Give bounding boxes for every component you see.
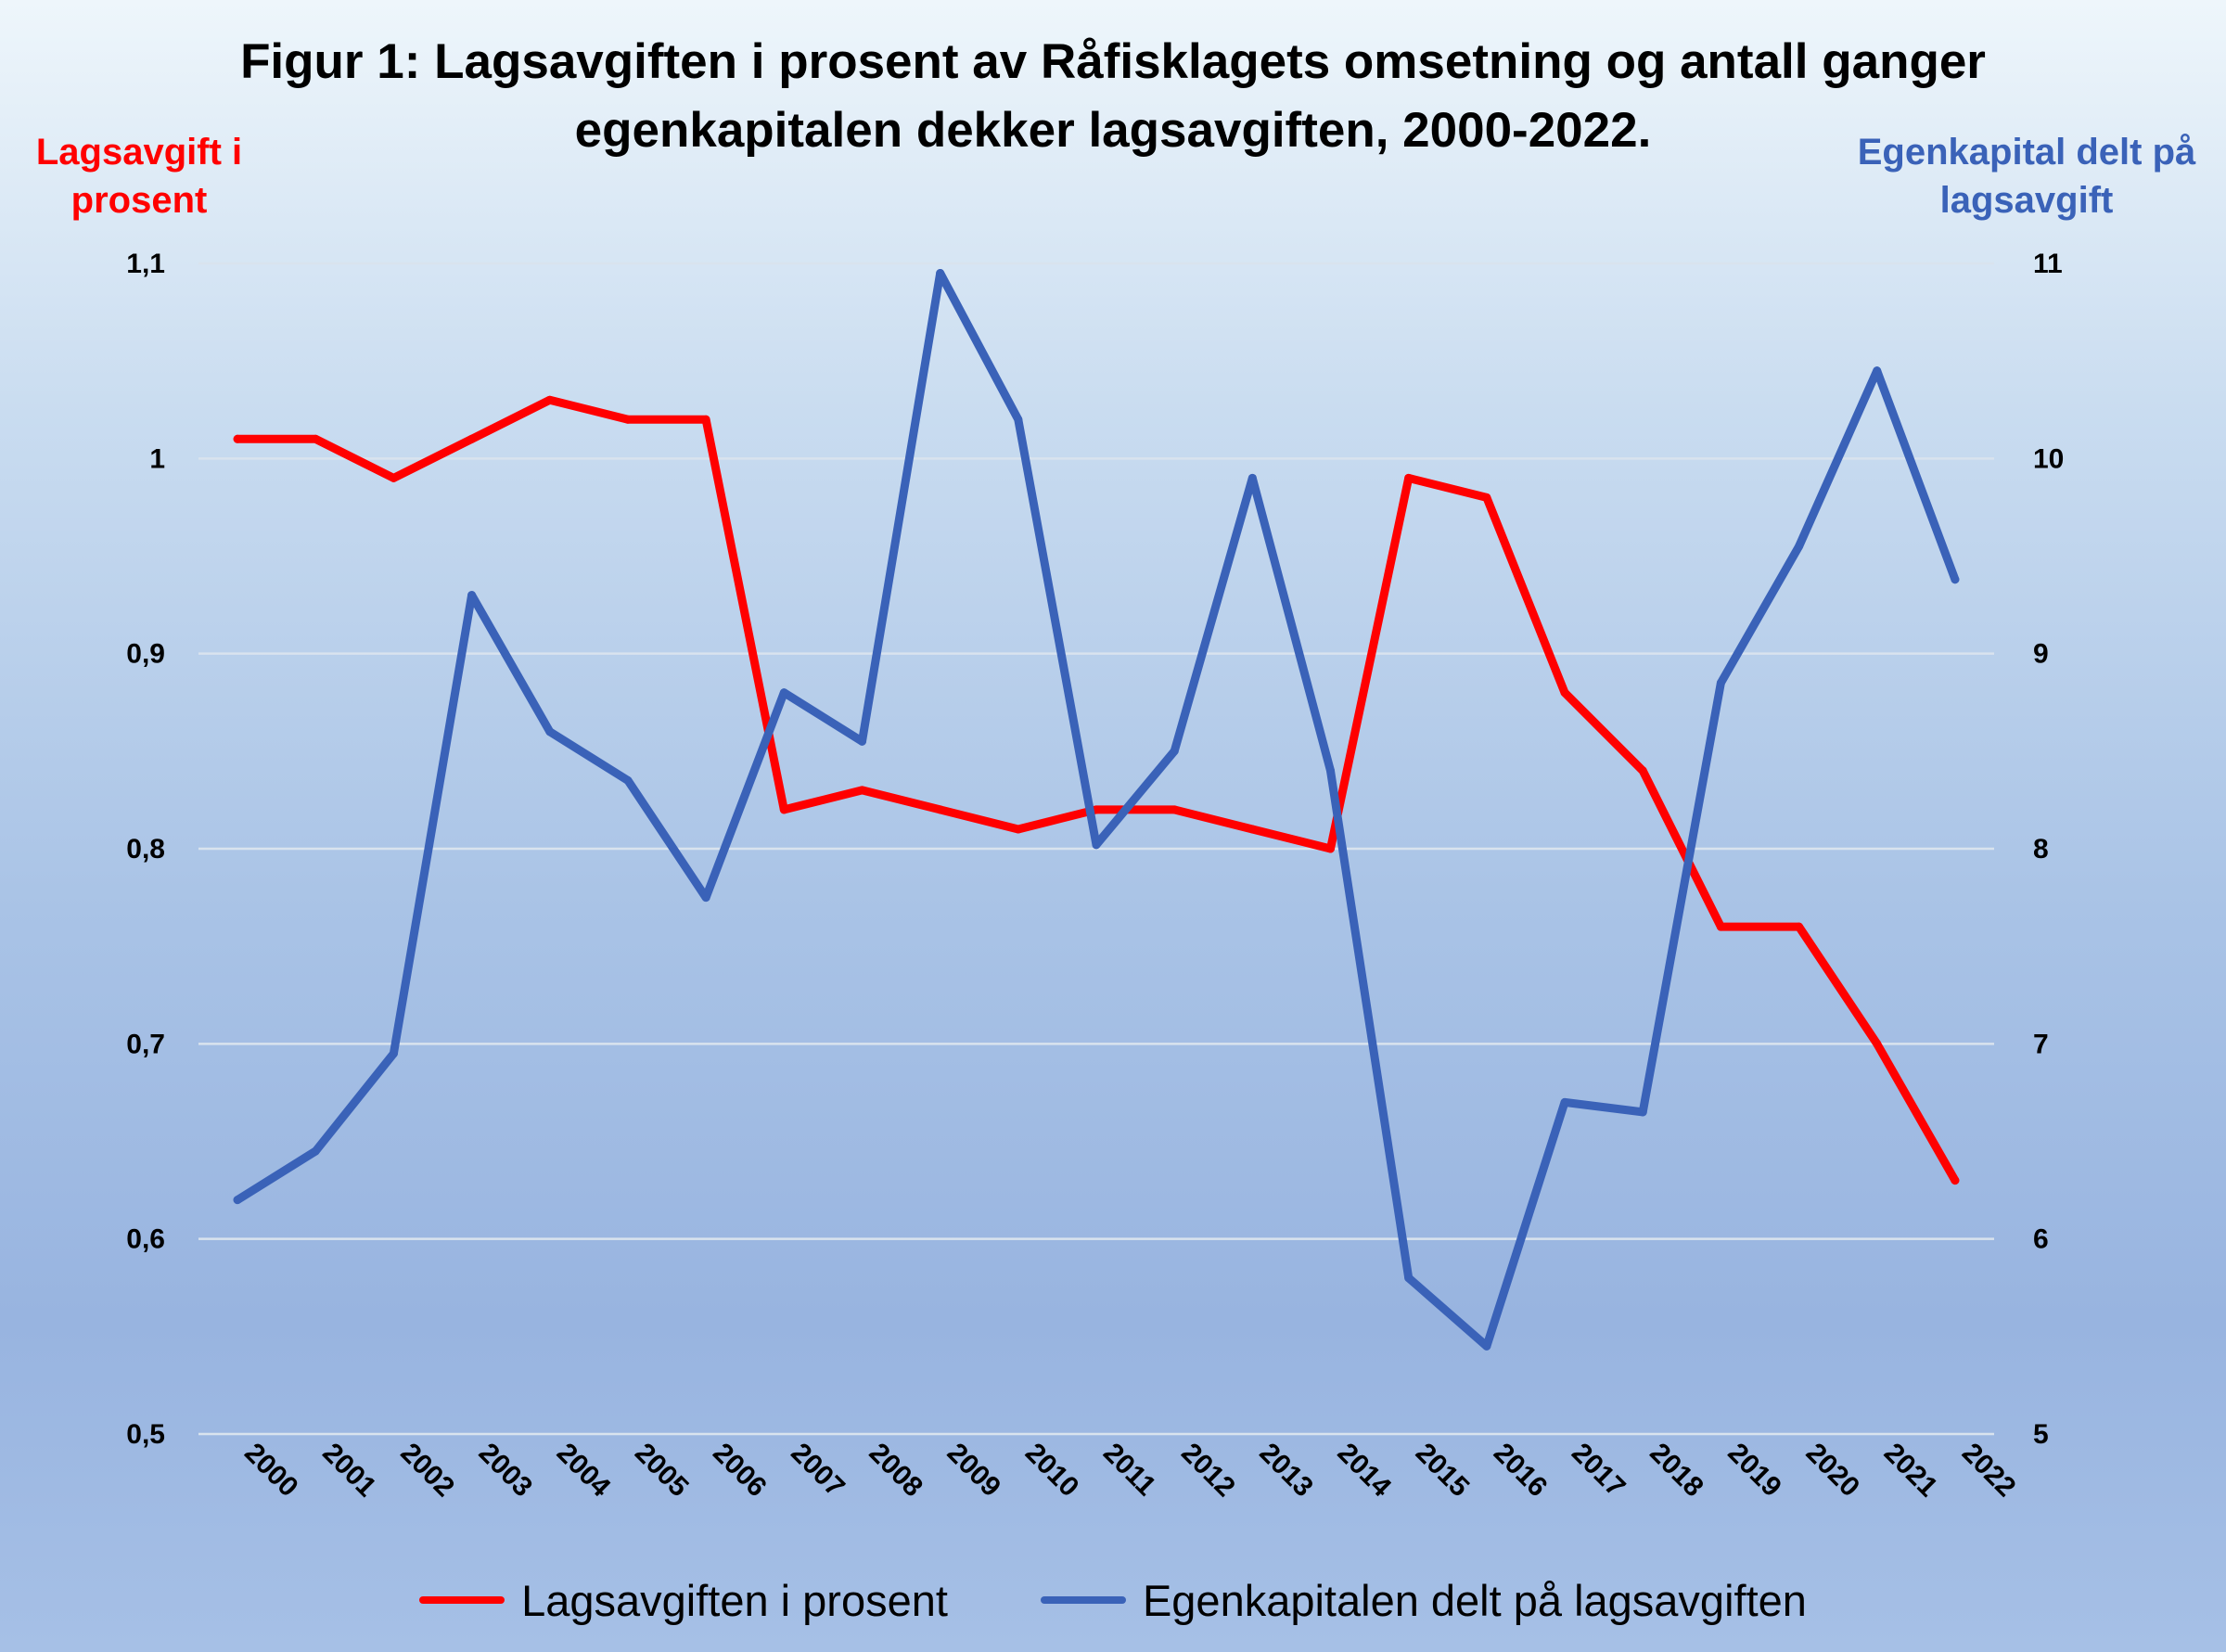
data-point (1014, 415, 1023, 424)
left-tick-label: 1,1 (126, 249, 165, 279)
right-tick-label: 7 (2033, 1029, 2049, 1059)
x-tick-label: 2001 (316, 1438, 382, 1504)
left-axis-title: Lagsavgift i prosent (35, 132, 243, 221)
right-axis-title: Egenkapital delt på lagsavgift (1857, 132, 2196, 221)
data-point (1638, 766, 1647, 775)
left-tick-label: 0,5 (126, 1419, 165, 1450)
data-point (1482, 493, 1491, 502)
data-point (1014, 825, 1023, 834)
data-point (1404, 473, 1414, 482)
data-point (701, 415, 710, 424)
chart-title: Figur 1: Lagsavgiften i prosent av Råfis… (240, 34, 1986, 158)
right-tick-label: 5 (2033, 1419, 2049, 1450)
data-point (1951, 1176, 1960, 1185)
left-tick-label: 0,6 (126, 1224, 165, 1255)
right-axis-ticks: 5 6 7 8 9 10 11 (2033, 249, 2064, 1450)
right-tick-label: 9 (2033, 639, 2049, 670)
left-axis-ticks: 0,5 0,6 0,7 0,8 0,9 1 1,1 (126, 249, 165, 1450)
data-point (1795, 922, 1804, 931)
left-tick-label: 0,7 (126, 1029, 165, 1059)
legend-item-series-0: Lagsavgiften i prosent (419, 1575, 948, 1626)
x-tick-label: 2004 (551, 1438, 617, 1504)
x-tick-label: 2022 (1956, 1438, 2022, 1504)
data-point (233, 1196, 242, 1205)
right-tick-label: 10 (2033, 443, 2064, 474)
x-tick-label: 2016 (1488, 1438, 1554, 1504)
data-point (623, 415, 633, 424)
x-tick-label: 2008 (864, 1438, 929, 1504)
x-tick-label: 2014 (1332, 1438, 1398, 1504)
right-tick-label: 11 (2033, 249, 2063, 279)
data-point (545, 395, 555, 404)
x-axis-ticks: 2000 2001 2002 2003 2004 2005 2006 2007 2008 2009… (238, 1438, 2021, 1504)
data-point (1247, 473, 1257, 482)
x-tick-label: 2005 (629, 1438, 695, 1504)
data-point (467, 591, 477, 600)
data-point (857, 786, 866, 795)
legend: Lagsavgiften i prosent Egenkapitalen del… (0, 1568, 2226, 1633)
legend-swatch-red (419, 1596, 505, 1604)
legend-label-series-0: Lagsavgiften i prosent (521, 1575, 948, 1625)
x-tick-label: 2012 (1175, 1438, 1241, 1504)
left-tick-label: 0,8 (126, 834, 165, 864)
data-point (1482, 1341, 1491, 1351)
data-point (1873, 366, 1882, 376)
data-point (936, 269, 945, 278)
data-point (1404, 1274, 1414, 1283)
data-point (1560, 688, 1569, 698)
data-point (389, 473, 398, 482)
data-point (779, 688, 788, 698)
x-tick-label: 2006 (707, 1438, 773, 1504)
data-point (779, 805, 788, 814)
x-tick-label: 2018 (1644, 1438, 1709, 1504)
data-point (1951, 575, 1960, 584)
x-tick-label: 2007 (785, 1438, 851, 1504)
data-point (857, 736, 866, 746)
data-point (1716, 678, 1725, 687)
x-tick-label: 2003 (473, 1438, 539, 1504)
data-point (1638, 1108, 1647, 1117)
data-point (1326, 766, 1336, 775)
data-point (545, 727, 555, 736)
legend-item-series-1: Egenkapitalen delt på lagsavgiften (1040, 1575, 1807, 1626)
data-point (1170, 747, 1179, 756)
x-tick-label: 2013 (1253, 1438, 1319, 1504)
data-point (389, 1049, 398, 1058)
data-point (1873, 1039, 1882, 1048)
x-tick-label: 2009 (941, 1438, 1007, 1504)
x-tick-label: 2015 (1410, 1438, 1476, 1504)
data-point (1560, 1097, 1569, 1107)
left-tick-label: 1 (149, 443, 165, 474)
data-point (467, 434, 477, 443)
data-point (701, 893, 710, 903)
right-tick-label: 8 (2033, 834, 2049, 864)
data-point (233, 434, 242, 443)
x-tick-label: 2019 (1721, 1438, 1787, 1504)
legend-swatch-blue (1040, 1596, 1126, 1604)
data-point (936, 805, 945, 814)
x-tick-label: 2020 (1800, 1438, 1866, 1504)
x-tick-label: 2010 (1019, 1438, 1085, 1504)
left-tick-label: 0,9 (126, 639, 165, 670)
data-point (1716, 922, 1725, 931)
legend-label-series-1: Egenkapitalen delt på lagsavgiften (1142, 1575, 1807, 1625)
right-tick-label: 6 (2033, 1224, 2049, 1255)
x-tick-label: 2002 (394, 1438, 460, 1504)
data-point (623, 775, 633, 785)
data-point (1326, 844, 1336, 853)
x-tick-label: 2021 (1878, 1438, 1944, 1504)
data-point (1092, 840, 1101, 850)
series-lines (233, 269, 1960, 1351)
data-point (1170, 805, 1179, 814)
x-tick-label: 2017 (1566, 1438, 1631, 1504)
x-tick-label: 2011 (1097, 1438, 1161, 1502)
data-point (311, 1146, 320, 1156)
x-tick-label: 2000 (238, 1438, 304, 1504)
data-point (1247, 825, 1257, 834)
data-point (311, 434, 320, 443)
data-point (1795, 542, 1804, 551)
